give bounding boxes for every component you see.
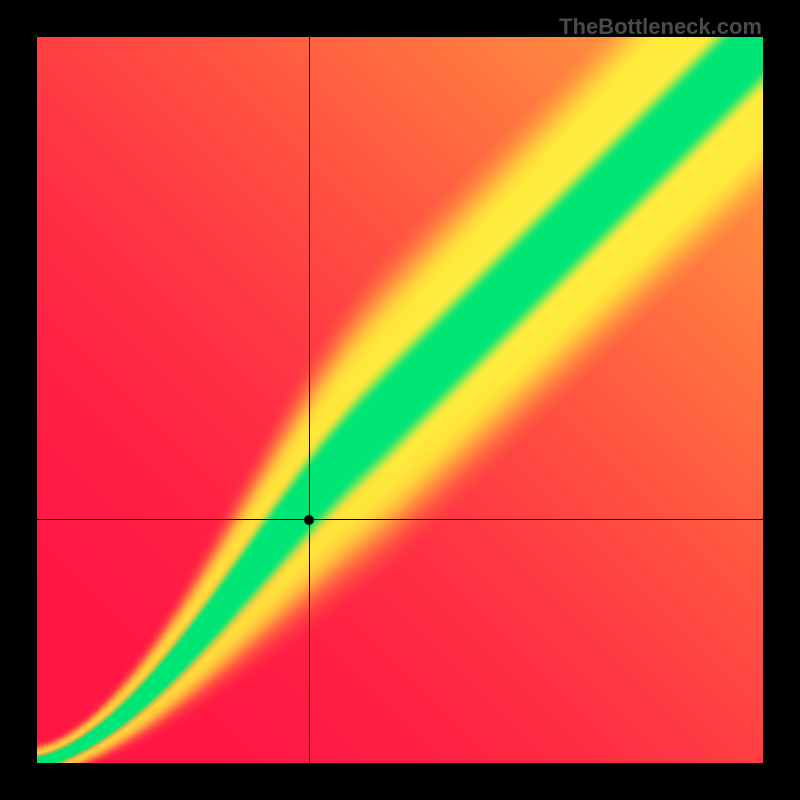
heatmap-canvas [37,37,763,763]
marker-point [304,515,314,525]
crosshair-vertical [309,37,310,763]
crosshair-horizontal [37,519,763,520]
watermark-text: TheBottleneck.com [559,14,762,40]
heatmap-container [37,37,763,763]
